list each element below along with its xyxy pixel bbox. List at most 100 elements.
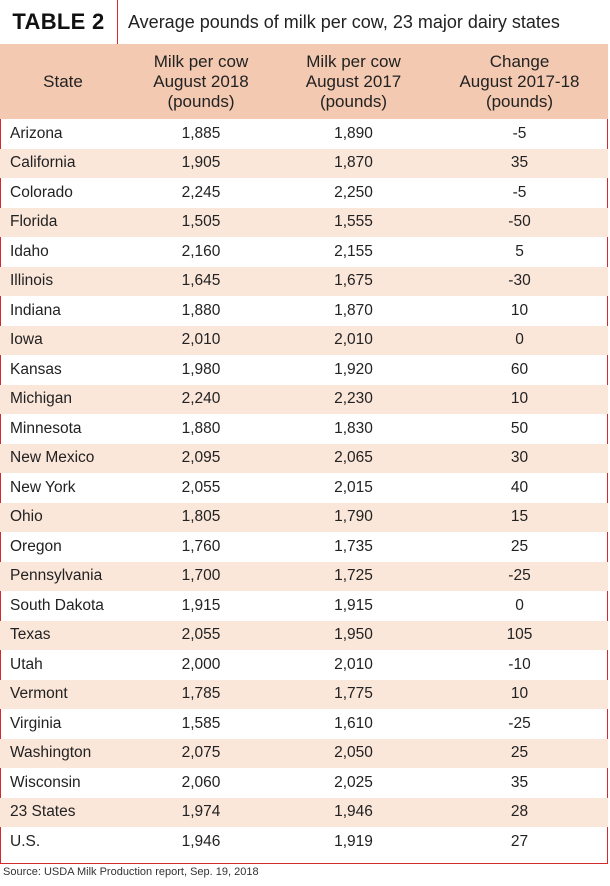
cell-change: 30 bbox=[510, 449, 529, 467]
header-milk-2018: Milk per cow August 2018 (pounds) bbox=[126, 52, 276, 112]
cell-milk-2017: 1,870 bbox=[334, 154, 373, 172]
cell-milk-2017: 2,015 bbox=[334, 478, 373, 496]
cell-state: Idaho bbox=[10, 242, 49, 260]
cell-milk-2017: 2,065 bbox=[334, 449, 373, 467]
cell-state: New York bbox=[10, 478, 76, 496]
cell-milk-2018: 1,880 bbox=[181, 419, 221, 437]
table-row: Virginia 1,585 1,610 -25 bbox=[0, 709, 608, 739]
cell-state: Utah bbox=[10, 655, 43, 673]
cell-state: Ohio bbox=[10, 508, 43, 526]
cell-milk-2017: 2,025 bbox=[334, 773, 373, 791]
table-row: Illinois 1,645 1,675 -30 bbox=[0, 266, 608, 296]
cell-milk-2017: 1,950 bbox=[334, 626, 373, 644]
cell-state: Washington bbox=[10, 744, 92, 762]
header-line: August 2017 bbox=[305, 71, 402, 91]
cell-milk-2018: 2,075 bbox=[181, 744, 221, 762]
cell-state: Oregon bbox=[10, 537, 62, 555]
header-line: Change bbox=[489, 51, 550, 71]
cell-change: -10 bbox=[508, 655, 531, 673]
table-row: Arizona 1,885 1,890 -5 bbox=[0, 119, 608, 149]
cell-state: Vermont bbox=[10, 685, 68, 703]
cell-change: 10 bbox=[510, 390, 529, 408]
header-line: August 2018 bbox=[153, 71, 249, 91]
cell-change: 27 bbox=[510, 832, 529, 850]
cell-change: 28 bbox=[510, 803, 529, 821]
table-header: State Milk per cow August 2018 (pounds) … bbox=[0, 44, 608, 119]
table-row: Wisconsin 2,060 2,025 35 bbox=[0, 768, 608, 798]
cell-milk-2017: 1,919 bbox=[334, 832, 373, 850]
cell-change: 15 bbox=[510, 508, 529, 526]
table-row: Minnesota 1,880 1,830 50 bbox=[0, 414, 608, 444]
table-row: Colorado 2,245 2,250 -5 bbox=[0, 178, 608, 208]
table-row: New York 2,055 2,015 40 bbox=[0, 473, 608, 503]
header-line: (pounds) bbox=[167, 91, 235, 111]
cell-state: Texas bbox=[10, 626, 51, 644]
cell-milk-2018: 1,805 bbox=[181, 508, 221, 526]
cell-state: Colorado bbox=[10, 183, 73, 201]
table-row: South Dakota 1,915 1,915 0 bbox=[0, 591, 608, 621]
cell-milk-2017: 1,915 bbox=[334, 596, 373, 614]
table-label: TABLE 2 bbox=[0, 0, 118, 44]
cell-change: 40 bbox=[510, 478, 529, 496]
cell-milk-2018: 1,785 bbox=[181, 685, 221, 703]
cell-milk-2018: 2,095 bbox=[181, 449, 221, 467]
cell-change: -5 bbox=[512, 124, 527, 142]
cell-state: Arizona bbox=[10, 124, 63, 142]
cell-change: 10 bbox=[510, 301, 529, 319]
cell-milk-2018: 1,980 bbox=[181, 360, 221, 378]
header-line: (pounds) bbox=[485, 91, 554, 111]
cell-state: Illinois bbox=[10, 272, 54, 290]
cell-milk-2018: 1,880 bbox=[181, 301, 221, 319]
cell-change: 35 bbox=[510, 773, 529, 791]
cell-change: 0 bbox=[515, 596, 524, 614]
cell-change: 50 bbox=[510, 419, 529, 437]
table-title: Average pounds of milk per cow, 23 major… bbox=[128, 11, 560, 32]
cell-milk-2017: 1,735 bbox=[334, 537, 373, 555]
cell-milk-2018: 2,160 bbox=[181, 242, 221, 260]
cell-milk-2017: 1,870 bbox=[334, 301, 373, 319]
table-row: New Mexico 2,095 2,065 30 bbox=[0, 443, 608, 473]
cell-milk-2018: 1,946 bbox=[181, 832, 221, 850]
cell-state: Minnesota bbox=[10, 419, 82, 437]
cell-change: 105 bbox=[506, 626, 533, 644]
cell-state: Kansas bbox=[10, 360, 62, 378]
cell-milk-2018: 1,700 bbox=[181, 567, 221, 585]
header-change: Change August 2017-18 (pounds) bbox=[431, 52, 608, 112]
table-row: Idaho 2,160 2,155 5 bbox=[0, 237, 608, 267]
cell-milk-2017: 2,010 bbox=[334, 331, 373, 349]
cell-change: 35 bbox=[510, 154, 529, 172]
table-row: Washington 2,075 2,050 25 bbox=[0, 738, 608, 768]
cell-milk-2017: 2,155 bbox=[334, 242, 373, 260]
cell-milk-2018: 2,000 bbox=[181, 655, 221, 673]
cell-milk-2017: 1,725 bbox=[334, 567, 373, 585]
cell-state: Virginia bbox=[10, 714, 62, 732]
cell-change: 60 bbox=[510, 360, 529, 378]
table-body: Arizona 1,885 1,890 -5 California 1,905 1,870 3… bbox=[0, 119, 608, 857]
cell-milk-2018: 2,060 bbox=[181, 773, 221, 791]
cell-milk-2017: 2,010 bbox=[334, 655, 373, 673]
cell-state: 23 States bbox=[10, 803, 76, 821]
source-note: Source: USDA Milk Production report, Sep… bbox=[3, 866, 259, 878]
cell-change: 25 bbox=[510, 744, 529, 762]
cell-change: -50 bbox=[508, 213, 531, 231]
cell-state: Indiana bbox=[10, 301, 61, 319]
cell-state: Wisconsin bbox=[10, 773, 81, 791]
header-line: August 2017-18 bbox=[459, 71, 580, 91]
cell-state: Pennsylvania bbox=[10, 567, 103, 585]
cell-state: U.S. bbox=[10, 832, 41, 850]
table-row: Ohio 1,805 1,790 15 bbox=[0, 502, 608, 532]
cell-milk-2018: 1,915 bbox=[181, 596, 221, 614]
table-row: Florida 1,505 1,555 -50 bbox=[0, 207, 608, 237]
header-line: (pounds) bbox=[319, 91, 388, 111]
table-row: Indiana 1,880 1,870 10 bbox=[0, 296, 608, 326]
cell-state: South Dakota bbox=[10, 596, 104, 614]
table-row: Michigan 2,240 2,230 10 bbox=[0, 384, 608, 414]
cell-milk-2017: 1,675 bbox=[334, 272, 373, 290]
cell-change: -25 bbox=[508, 714, 531, 732]
table-row: Texas 2,055 1,950 105 bbox=[0, 620, 608, 650]
cell-milk-2017: 1,830 bbox=[334, 419, 373, 437]
cell-change: 25 bbox=[510, 537, 529, 555]
cell-milk-2017: 2,050 bbox=[334, 744, 373, 762]
header-line: Milk per cow bbox=[153, 51, 249, 71]
cell-milk-2017: 1,790 bbox=[334, 508, 373, 526]
